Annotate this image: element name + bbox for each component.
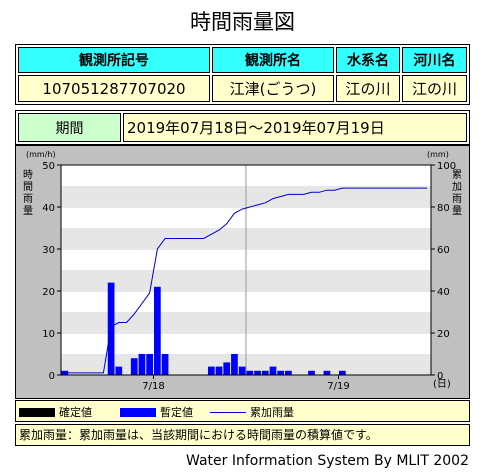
- right-tick-label: 80: [437, 203, 450, 214]
- left-axis-title-char: 雨: [23, 194, 33, 205]
- period-table: 期間 2019年07月18日～2019年07月19日: [15, 110, 470, 145]
- value-station-code: 107051287707020: [18, 75, 210, 102]
- rain-bar: [130, 358, 138, 375]
- value-river-name: 江の川: [402, 75, 467, 102]
- rain-bar: [161, 354, 169, 375]
- rain-bar: [138, 354, 146, 375]
- rain-bar: [146, 354, 153, 375]
- chart-legend: 確定値 暫定値 累加雨量: [15, 400, 470, 422]
- header-station-code: 観測所記号: [18, 47, 210, 73]
- right-axis-title-char: 累: [452, 169, 462, 181]
- rain-bar: [254, 370, 261, 375]
- rain-bar: [238, 366, 246, 375]
- rain-bar: [207, 366, 215, 375]
- rain-bar: [261, 370, 269, 375]
- cumulative-note: 累加雨量：累加雨量は、当該期間における時間雨量の積算値です。: [15, 424, 470, 446]
- right-axis-title-char: 量: [452, 205, 462, 217]
- rain-bar: [115, 366, 123, 375]
- rain-bar: [223, 362, 231, 375]
- rain-bar: [308, 370, 315, 375]
- station-info-table: 観測所記号 観測所名 水系名 河川名 107051287707020 江津(ごう…: [15, 44, 470, 105]
- right-tick-label: 40: [437, 287, 450, 298]
- left-tick-label: 40: [42, 203, 55, 214]
- period-value: 2019年07月18日～2019年07月19日: [123, 113, 467, 142]
- period-label: 期間: [18, 113, 121, 142]
- right-axis-unit: (mm): [427, 150, 449, 159]
- legend-confirmed: 確定値: [19, 404, 92, 420]
- rain-bar: [323, 370, 331, 375]
- legend-provisional-label: 暫定値: [160, 406, 193, 419]
- page-title: 時間雨量図: [190, 10, 295, 34]
- legend-cumulative-swatch: [210, 411, 246, 413]
- header-river-name: 河川名: [402, 47, 467, 73]
- right-tick-label: 20: [437, 329, 450, 340]
- left-tick-label: 20: [42, 287, 55, 298]
- left-axis-unit: (mm/h): [26, 150, 56, 159]
- x-tick-label: 7/18: [142, 381, 164, 392]
- legend-confirmed-label: 確定値: [59, 406, 92, 419]
- right-axis-title-char: 雨: [452, 194, 462, 205]
- value-station-name: 江津(ごうつ): [212, 75, 334, 102]
- rain-bar: [61, 370, 69, 375]
- legend-provisional: 暫定値: [120, 404, 193, 420]
- x-tick-label: 7/19: [327, 381, 349, 392]
- rain-bar: [285, 370, 292, 375]
- x-axis-unit: (日): [433, 379, 451, 390]
- header-river-system: 水系名: [336, 47, 400, 73]
- left-axis-title-char: 時: [23, 169, 33, 181]
- rain-bar: [339, 370, 346, 375]
- rainfall-chart: 0 10 20 30 40 50 0 20 40 60 80 100 (mm/h) (mm) 時間雨量累加雨…: [15, 145, 470, 399]
- value-river-system: 江の川: [336, 75, 400, 102]
- rain-bar: [154, 286, 161, 375]
- left-tick-label: 50: [42, 161, 55, 172]
- header-station-name: 観測所名: [212, 47, 334, 73]
- legend-confirmed-swatch: [19, 407, 55, 417]
- rain-bar: [246, 370, 254, 375]
- footer-credit: Water Information System By MLIT 2002: [186, 453, 469, 469]
- right-axis-title-char: 加: [452, 181, 462, 193]
- rain-bar: [269, 366, 277, 375]
- rain-bar: [215, 366, 223, 375]
- cumulative-line: [64, 187, 428, 374]
- right-tick-label: 60: [437, 245, 450, 256]
- right-tick-label: 0: [437, 371, 443, 382]
- left-tick-label: 30: [42, 245, 55, 256]
- left-tick-label: 0: [49, 371, 55, 382]
- plot-frame: [60, 164, 432, 376]
- left-axis-title-char: 量: [23, 205, 33, 217]
- rain-bar: [277, 370, 285, 375]
- left-axis-title-char: 間: [23, 181, 33, 193]
- rain-bar: [231, 354, 238, 375]
- legend-cumulative: 累加雨量: [210, 404, 294, 420]
- legend-provisional-swatch: [120, 407, 156, 417]
- legend-cumulative-label: 累加雨量: [250, 406, 294, 419]
- left-tick-label: 10: [42, 329, 55, 340]
- right-tick-label: 100: [437, 161, 456, 172]
